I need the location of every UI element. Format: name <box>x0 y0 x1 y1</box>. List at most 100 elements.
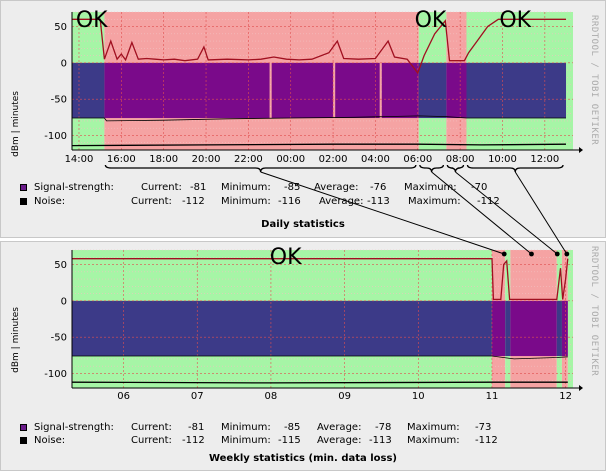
daily-noise-minimum-label: Minimum: <box>221 196 271 207</box>
daily-signal-area-3 <box>335 62 380 119</box>
daily-signal-maximum: -70 <box>471 182 488 193</box>
weekly-x-tick-label-0: 06 <box>117 391 130 402</box>
daily-x-tick-label-7: 04:00 <box>361 154 390 165</box>
weekly-x-tick-label-5: 11 <box>486 391 499 402</box>
weekly-signal-minimum: -85 <box>284 422 301 433</box>
weekly-current-label: Current: <box>131 422 172 433</box>
daily-y-tick-label-1: 0 <box>61 58 67 69</box>
weekly-average-label: Average: <box>317 422 362 433</box>
daily-signal-area-6 <box>446 62 467 119</box>
weekly-noise-average: -113 <box>369 435 392 446</box>
daily-noise-current-label: Current: <box>131 196 172 207</box>
weekly-x-tick-label-2: 08 <box>265 391 278 402</box>
daily-signal-average: -76 <box>370 182 387 193</box>
weekly-signal-area-2 <box>505 300 511 357</box>
weekly-ok-label-0: OK <box>270 245 302 270</box>
weekly-signal-area-4 <box>556 300 562 357</box>
weekly-signal-area-5 <box>561 300 568 357</box>
daily-x-tick-label-4: 22:00 <box>234 154 263 165</box>
daily-y-tick-label-0: 50 <box>54 22 67 33</box>
weekly-signal-label: Signal-strength: <box>34 422 114 433</box>
daily-noise-current: -112 <box>182 196 205 207</box>
daily-signal-swatch <box>20 184 27 191</box>
daily-signal-area-0 <box>72 62 105 119</box>
weekly-signal-area-1 <box>491 300 506 357</box>
weekly-y-tick-label-2: -50 <box>51 333 67 344</box>
daily-y-tick-label-2: -50 <box>51 95 67 106</box>
daily-x-tick-label-2: 18:00 <box>149 154 178 165</box>
daily-x-tick-label-5: 00:00 <box>276 154 305 165</box>
daily-x-tick-label-1: 16:00 <box>107 154 136 165</box>
weekly-noise-current: -112 <box>182 435 205 446</box>
weekly-chart: 50 0 -50 -100 06 07 08 09 10 11 12 OK <box>44 245 583 402</box>
weekly-noise-maximum: -112 <box>475 435 498 446</box>
daily-ok-label-2: OK <box>499 8 531 33</box>
daily-rrdtool-credit: RRDTOOL / TOBI OETIKER <box>589 15 599 146</box>
daily-x-tick-label-6: 02:00 <box>319 154 348 165</box>
daily-noise-swatch <box>20 198 27 205</box>
daily-signal-line <box>72 115 566 122</box>
weekly-rrdtool-credit: RRDTOOL / TOBI OETIKER <box>589 246 599 377</box>
daily-signal-area-2 <box>271 62 334 119</box>
weekly-y-tick-label-1: 0 <box>61 296 67 307</box>
daily-x-tick-label-10: 10:00 <box>488 154 517 165</box>
daily-x-tick-label-0: 14:00 <box>65 154 94 165</box>
daily-minutes-line <box>72 18 566 75</box>
weekly-noise-swatch <box>20 437 27 444</box>
weekly-y-axis-label: dBm | minutes <box>11 307 21 373</box>
weekly-signal-area-0 <box>72 300 492 357</box>
weekly-y-tick-label-0: 50 <box>54 260 67 271</box>
weekly-noise-label: Noise: <box>34 435 66 446</box>
weekly-noise-minimum-label: Minimum: <box>221 435 271 446</box>
daily-x-tick-label-8: 06:00 <box>403 154 432 165</box>
daily-ok-label-0: OK <box>76 8 108 33</box>
daily-average-label: Average: <box>314 182 359 193</box>
daily-noise-maximum: -112 <box>477 196 500 207</box>
daily-ok-label-1: OK <box>415 8 447 33</box>
daily-maximum-label: Maximum: <box>404 182 457 193</box>
weekly-noise-current-label: Current: <box>131 435 172 446</box>
daily-signal-area-5 <box>418 62 447 119</box>
weekly-status-band-ok-6 <box>567 250 573 388</box>
weekly-x-tick-label-3: 09 <box>338 391 351 402</box>
weekly-x-tick-label-1: 07 <box>191 391 204 402</box>
daily-minimum-label: Minimum: <box>221 182 271 193</box>
weekly-minimum-label: Minimum: <box>221 422 271 433</box>
weekly-signal-area-3 <box>510 300 557 357</box>
weekly-noise-maximum-label: Maximum: <box>407 435 460 446</box>
daily-x-tick-label-9: 08:00 <box>446 154 475 165</box>
weekly-x-tick-label-4: 10 <box>412 391 425 402</box>
daily-noise-average-label: Average: <box>319 196 364 207</box>
weekly-minutes-line <box>72 258 569 301</box>
weekly-noise-average-label: Average: <box>317 435 362 446</box>
daily-signal-area-4 <box>381 62 419 119</box>
weekly-maximum-label: Maximum: <box>407 422 460 433</box>
daily-caption: Daily statistics <box>261 219 345 230</box>
daily-chart: 50 0 -50 -100 14:00 16:00 18:00 20:00 22:00 00:00… <box>44 8 583 165</box>
weekly-x-tick-label-6: 12 <box>559 391 572 402</box>
daily-noise-line <box>71 143 567 147</box>
weekly-signal-swatch <box>20 424 27 431</box>
weekly-signal-maximum: -73 <box>475 422 492 433</box>
daily-signal-minimum: -85 <box>284 182 301 193</box>
daily-signal-label: Signal-strength: <box>34 182 114 193</box>
weekly-statistics-panel: 50 0 -50 -100 06 07 08 09 10 11 12 OK dBm | minutes… <box>0 241 606 471</box>
daily-noise-maximum-label: Maximum: <box>408 196 461 207</box>
daily-noise-label: Noise: <box>34 196 66 207</box>
weekly-signal-current: -81 <box>188 422 205 433</box>
daily-current-label: Current: <box>141 182 182 193</box>
weekly-caption: Weekly statistics (min. data loss) <box>208 453 398 464</box>
daily-x-tick-label-11: 12:00 <box>530 154 559 165</box>
daily-y-tick-label-3: -100 <box>44 131 67 142</box>
weekly-noise-line <box>71 381 568 384</box>
weekly-signal-average: -78 <box>375 422 392 433</box>
daily-signal-current: -81 <box>190 182 207 193</box>
daily-y-axis-label: dBm | minutes <box>11 91 21 157</box>
weekly-y-tick-label-3: -100 <box>44 369 67 380</box>
daily-statistics-panel: 50 0 -50 -100 14:00 16:00 18:00 20:00 22:00 00:00… <box>0 0 606 238</box>
daily-x-tick-label-3: 20:00 <box>192 154 221 165</box>
weekly-noise-minimum: -115 <box>278 435 301 446</box>
daily-noise-average: -113 <box>367 196 390 207</box>
daily-signal-area-1 <box>104 62 270 119</box>
daily-signal-area-7 <box>466 62 567 119</box>
